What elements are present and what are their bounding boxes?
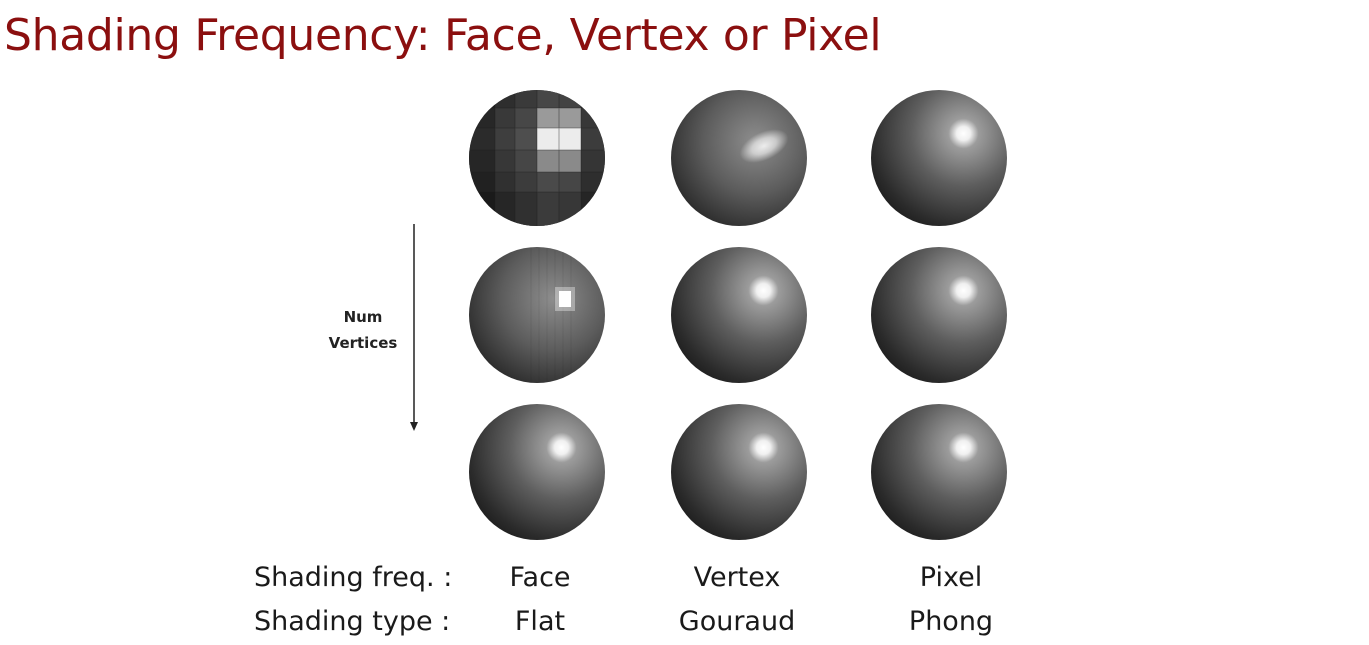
sphere-vertex-mid — [671, 247, 807, 383]
axis-label-line1: Num — [343, 308, 383, 326]
sphere-pixel-low — [871, 90, 1007, 226]
slide-title: Shading Frequency: Face, Vertex or Pixel — [4, 10, 882, 61]
sphere-face-high — [469, 404, 605, 540]
col-vertex-type: Gouraud — [678, 606, 796, 637]
shading-freq-label: Shading freq. : — [254, 562, 453, 593]
col-vertex-freq: Vertex — [693, 562, 781, 593]
col-face-freq: Face — [509, 562, 571, 593]
shading-type-label: Shading type : — [254, 606, 451, 637]
axis-label-line2: Vertices — [328, 334, 398, 352]
down-arrow-icon — [410, 224, 418, 431]
col-pixel-type: Phong — [908, 606, 994, 637]
sphere-vertex-low — [671, 90, 807, 226]
sphere-pixel-mid — [871, 247, 1007, 383]
col-pixel-freq: Pixel — [919, 562, 983, 593]
num-vertices-label: Num Vertices — [318, 304, 408, 356]
sphere-pixel-high — [871, 404, 1007, 540]
col-face-type: Flat — [514, 606, 566, 637]
sphere-face-mid — [469, 247, 605, 383]
sphere-face-low — [469, 90, 605, 226]
sphere-vertex-high — [671, 404, 807, 540]
